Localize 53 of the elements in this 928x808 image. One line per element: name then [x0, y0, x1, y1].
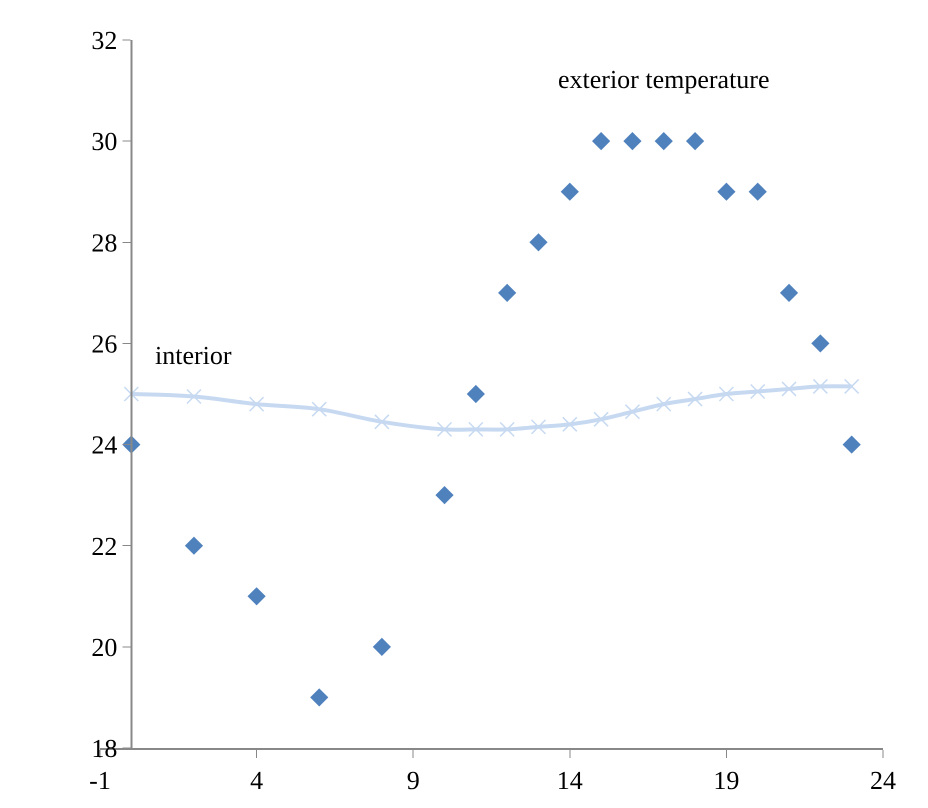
- point: [844, 378, 860, 394]
- point: [623, 132, 642, 150]
- point: [811, 334, 830, 353]
- y-tick-label: 20: [91, 632, 118, 662]
- point: [372, 638, 391, 656]
- point: [842, 435, 861, 454]
- x-tick-label: 9: [406, 766, 420, 795]
- point: [499, 422, 515, 438]
- x-tick-label: 14: [556, 766, 583, 795]
- point: [248, 396, 264, 412]
- y-tick-label: 28: [91, 228, 118, 258]
- point: [435, 486, 454, 504]
- point: [780, 284, 798, 302]
- y-tick-label: 24: [91, 430, 118, 460]
- point: [717, 182, 736, 201]
- point: [593, 412, 609, 428]
- y-tick-label: 22: [91, 532, 118, 561]
- point: [436, 422, 452, 438]
- point: [184, 536, 204, 555]
- x-tick-label: 24: [870, 766, 896, 795]
- point: [748, 182, 767, 201]
- point: [124, 386, 140, 402]
- point: [686, 132, 704, 150]
- point: [560, 182, 579, 201]
- y-tick-label: 18: [91, 734, 118, 764]
- point: [656, 396, 672, 412]
- point: [310, 688, 328, 707]
- point: [624, 404, 640, 420]
- point: [374, 414, 390, 430]
- point: [529, 233, 548, 252]
- x-tick-label: -1: [89, 766, 111, 795]
- text: exterior temperature: [558, 65, 770, 94]
- y-tick-label: 32: [91, 26, 118, 56]
- point: [311, 401, 327, 417]
- point: [498, 284, 516, 302]
- y-tick-label: 26: [91, 330, 118, 359]
- point: [186, 388, 202, 404]
- point: [466, 384, 485, 404]
- point: [530, 419, 546, 435]
- point: [248, 587, 266, 606]
- y-tick-label: 30: [91, 127, 118, 156]
- point: [750, 384, 766, 400]
- point: [468, 422, 484, 438]
- point: [781, 381, 797, 397]
- point: [654, 132, 673, 150]
- point: [687, 391, 703, 407]
- point: [718, 386, 734, 402]
- point: [812, 378, 828, 394]
- point: [562, 416, 578, 432]
- point: [592, 132, 610, 150]
- x-tick-label: 19: [713, 766, 740, 795]
- x-tick-label: 4: [250, 766, 264, 795]
- series-label: interior: [155, 341, 232, 370]
